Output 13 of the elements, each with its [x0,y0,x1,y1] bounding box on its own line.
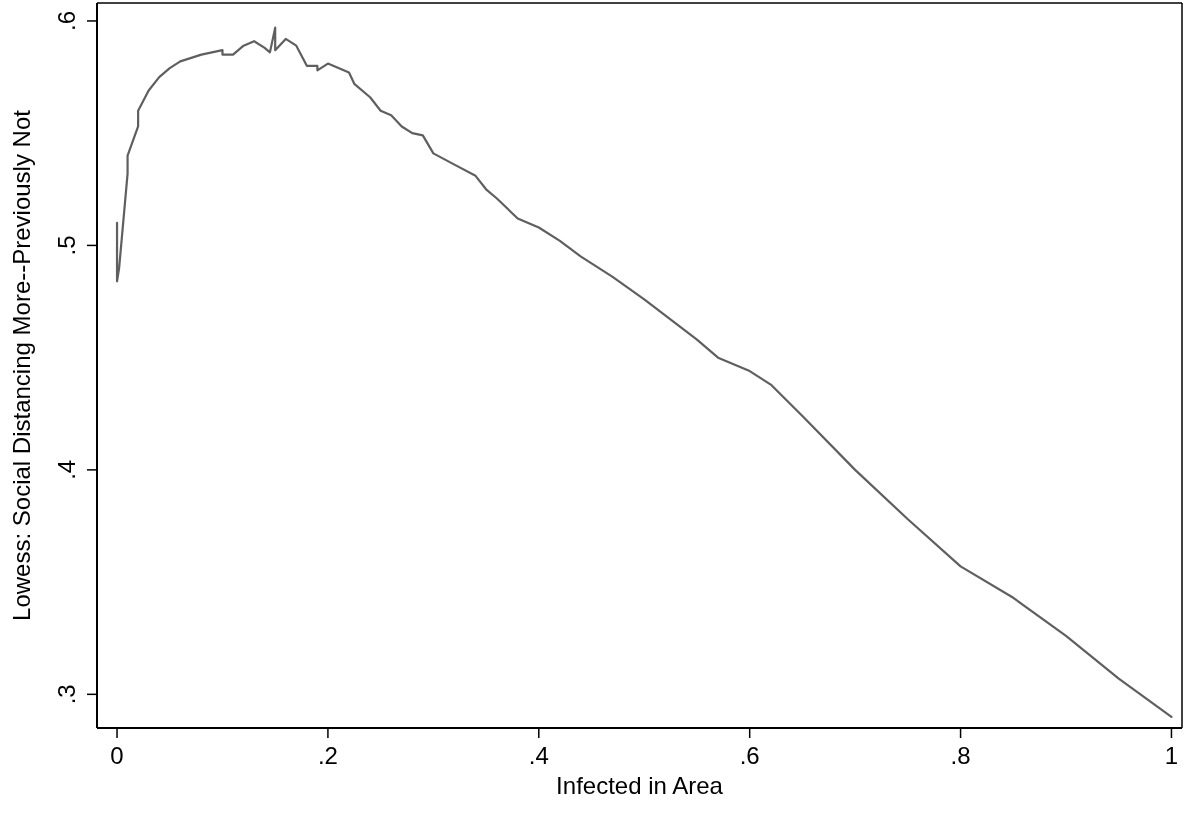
x-tick-label: .2 [317,742,338,769]
x-tick-label: .8 [950,742,971,769]
x-axis-title: Infected in Area [556,772,724,799]
y-axis-title: Lowess: Social Distancing More--Previously Not [8,109,35,621]
x-tick-label: .4 [528,742,549,769]
y-tick-label: .4 [53,459,80,480]
x-tick-label: 0 [110,742,124,769]
line-series [115,26,1173,718]
y-tick-label: .6 [53,10,80,31]
y-tick-label: .3 [53,684,80,705]
x-tick-label: .6 [739,742,760,769]
x-tick-label: 1 [1164,742,1179,769]
y-tick-label: .5 [53,235,80,256]
